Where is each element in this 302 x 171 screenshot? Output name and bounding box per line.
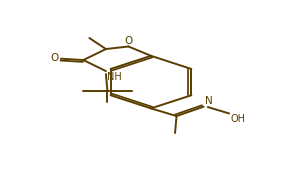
Text: N: N xyxy=(204,96,212,106)
Text: NH: NH xyxy=(108,73,122,82)
Text: OH: OH xyxy=(230,114,245,124)
Text: O: O xyxy=(50,53,58,63)
Text: O: O xyxy=(124,36,133,46)
